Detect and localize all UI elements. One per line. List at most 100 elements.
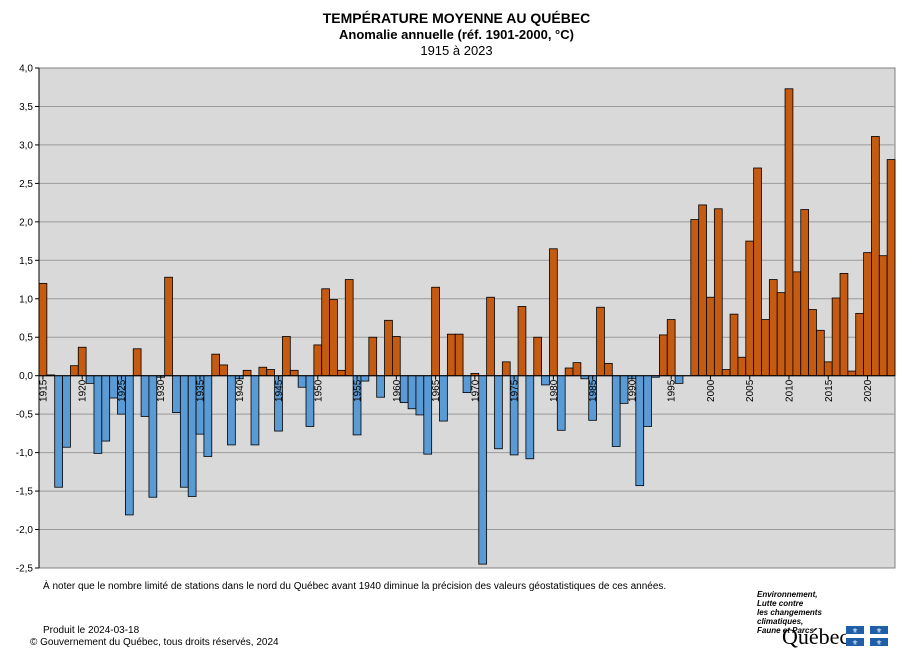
ministry-line: Faune et Parcs: [757, 626, 814, 635]
svg-text:⚜: ⚜: [852, 627, 858, 635]
ministry-line: les changements: [757, 608, 822, 617]
bar-1950: [313, 344, 323, 377]
bar-1941: [242, 369, 252, 377]
bar-1978: [533, 336, 542, 377]
bar-1962: [407, 375, 417, 410]
bar-1988: [611, 375, 621, 447]
y-tick-label: 2,5: [19, 179, 33, 190]
bar-2021: [871, 136, 880, 377]
bar-1942: [250, 375, 260, 446]
x-tick-label: 1925: [117, 379, 128, 402]
chart-titles: TEMPÉRATURE MOYENNE AU QUÉBEC Anomalie a…: [0, 10, 913, 59]
bar-1923: [101, 375, 111, 442]
x-tick-label: 2000: [706, 379, 717, 402]
y-tick-label: -2,5: [16, 564, 34, 575]
bar-1953: [337, 369, 346, 377]
chart-title: TEMPÉRATURE MOYENNE AU QUÉBEC: [322, 10, 591, 26]
produced-date: Produit le 2024-03-18: [43, 625, 140, 636]
x-tick-label: 1950: [313, 379, 324, 402]
y-axis: -2,5 -2,0 -1,5 -1,0 -0,5 0,0 0,5 1,0 1,5 2,0 2,5 3,…: [16, 64, 40, 575]
bar-1943: [258, 366, 268, 377]
x-tick-label: 1970: [470, 379, 481, 402]
bar-1972: [486, 296, 495, 377]
bar-1963: [415, 375, 425, 416]
bar-1920: [77, 346, 87, 377]
ministry-line: Environnement,: [757, 590, 818, 599]
x-tick-label: 1930: [156, 379, 167, 402]
y-tick-label: 3,5: [19, 102, 33, 113]
x-tick-label: 2015: [824, 379, 835, 402]
bar-1937: [211, 353, 221, 377]
bar-1931: [164, 276, 173, 377]
bar-1973: [494, 375, 503, 450]
x-tick-label: 2010: [784, 379, 795, 402]
bar-1965: [431, 286, 440, 377]
y-tick-label: 1,5: [19, 256, 33, 267]
bar-2019: [855, 312, 864, 377]
bar-2002: [721, 369, 731, 377]
bar-1928: [140, 375, 150, 417]
bar-2009: [776, 292, 786, 377]
x-tick-label: 1980: [549, 379, 560, 402]
svg-text:⚜: ⚜: [852, 639, 858, 646]
bar-1998: [690, 219, 700, 377]
x-tick-label: 2005: [745, 379, 756, 402]
bar-2022: [878, 255, 888, 377]
y-tick-label: -0,5: [16, 410, 34, 421]
y-tick-label: 1,0: [19, 294, 33, 305]
chart-period: 1915 à 2023: [420, 43, 493, 58]
copyright: © Gouvernement du Québec, tous droits ré…: [30, 637, 279, 648]
bar-1917: [54, 375, 63, 488]
bar-2015: [823, 361, 833, 377]
x-tick-label: 1955: [353, 379, 364, 402]
bar-2005: [745, 240, 755, 377]
x-tick-label: 1985: [588, 379, 599, 402]
bar-1954: [344, 279, 354, 377]
bar-1976: [517, 306, 527, 377]
bar-1974: [501, 361, 511, 377]
x-tick-label: 1935: [195, 379, 206, 402]
bar-1922: [93, 375, 103, 454]
bar-1933: [179, 375, 189, 488]
bar-1994: [659, 334, 668, 377]
bar-1971: [478, 375, 488, 565]
bar-1957: [368, 336, 378, 377]
bar-1986: [596, 306, 605, 377]
x-tick-label: 1945: [274, 379, 285, 402]
bar-1992: [643, 375, 652, 427]
bar-2013: [808, 309, 817, 377]
bar-1995: [666, 319, 676, 377]
y-tick-label: 4,0: [19, 64, 33, 75]
fleurdelise-flag-icon: ⚜ ⚜ ⚜ ⚜: [846, 626, 888, 646]
bar-1959: [384, 319, 393, 377]
bar-2000: [706, 296, 715, 377]
bar-2018: [847, 370, 857, 377]
bar-1977: [525, 375, 535, 460]
y-tick-label: -2,0: [16, 525, 34, 536]
svg-text:⚜: ⚜: [876, 639, 882, 646]
ministry-line: Lutte contre: [757, 599, 804, 608]
y-tick-label: 3,0: [19, 140, 33, 151]
bar-2008: [768, 279, 778, 377]
bar-2007: [761, 319, 770, 377]
bar-1948: [297, 375, 307, 388]
bar-1946: [282, 336, 291, 377]
bar-1980: [549, 248, 558, 377]
bar-2010: [784, 88, 794, 377]
bar-1982: [564, 367, 574, 377]
ministry-line: climatiques,: [757, 617, 804, 626]
bar-2011: [792, 271, 802, 377]
bar-1951: [321, 288, 330, 377]
x-tick-label: 1990: [627, 379, 638, 402]
bar-1915: [38, 282, 48, 377]
bar-1918: [62, 375, 71, 448]
bar-1952: [329, 299, 338, 377]
bar-1983: [572, 362, 582, 377]
anomaly-bar-chart: -2,5 -2,0 -1,5 -1,0 -0,5 0,0 0,5 1,0 1,5 2,0 2,5 3,…: [16, 64, 896, 575]
x-axis: 1915 1920 1925 1930 1935 1940 1945 1950 1955 1960…: [38, 375, 874, 402]
y-tick-label: -1,0: [16, 448, 34, 459]
bar-1944: [266, 369, 275, 377]
bar-1999: [698, 204, 707, 377]
bar-2023: [886, 159, 896, 377]
bar-1938: [219, 364, 228, 377]
